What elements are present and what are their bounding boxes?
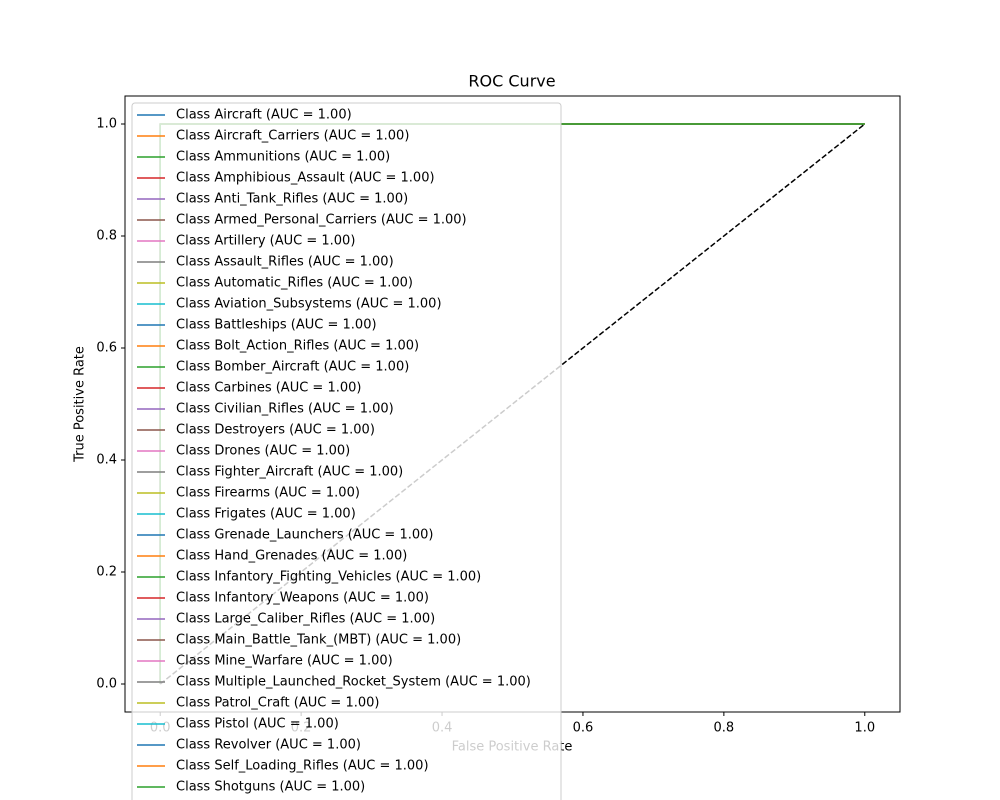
legend-label: Class Revolver (AUC = 1.00) bbox=[176, 738, 361, 753]
legend-label: Class Amphibious_Assault (AUC = 1.00) bbox=[176, 171, 435, 186]
legend-label: Class Fighter_Aircraft (AUC = 1.00) bbox=[176, 465, 403, 480]
y-tick-label: 0.0 bbox=[96, 677, 117, 692]
legend-label: Class Carbines (AUC = 1.00) bbox=[176, 381, 361, 396]
legend-label: Class Firearms (AUC = 1.00) bbox=[176, 486, 360, 501]
legend-label: Class Destroyers (AUC = 1.00) bbox=[176, 423, 375, 438]
legend-label: Class Shotguns (AUC = 1.00) bbox=[176, 780, 365, 795]
legend-label: Class Infantory_Fighting_Vehicles (AUC =… bbox=[176, 570, 481, 585]
x-tick-label: 1.0 bbox=[854, 721, 875, 736]
y-tick-label: 1.0 bbox=[96, 117, 117, 132]
legend-label: Class Aircraft (AUC = 1.00) bbox=[176, 108, 352, 123]
legend-label: Class Grenade_Launchers (AUC = 1.00) bbox=[176, 528, 433, 543]
legend-label: Class Aircraft_Carriers (AUC = 1.00) bbox=[176, 129, 409, 144]
y-tick-label: 0.8 bbox=[96, 229, 117, 244]
legend-label: Class Pistol (AUC = 1.00) bbox=[176, 717, 339, 732]
legend-label: Class Anti_Tank_Rifles (AUC = 1.00) bbox=[176, 192, 408, 207]
x-tick-label: 0.6 bbox=[573, 721, 594, 736]
legend-label: Class Infantory_Weapons (AUC = 1.00) bbox=[176, 591, 429, 606]
legend-label: Class Armed_Personal_Carriers (AUC = 1.0… bbox=[176, 213, 467, 228]
y-tick-label: 0.2 bbox=[96, 565, 117, 580]
legend-label: Class Hand_Grenades (AUC = 1.00) bbox=[176, 549, 407, 564]
legend-label: Class Main_Battle_Tank_(MBT) (AUC = 1.00… bbox=[176, 633, 461, 648]
legend-label: Class Aviation_Subsystems (AUC = 1.00) bbox=[176, 297, 442, 312]
legend-label: Class Frigates (AUC = 1.00) bbox=[176, 507, 356, 522]
y-axis-label: True Positive Rate bbox=[73, 346, 88, 463]
y-tick-label: 0.6 bbox=[96, 341, 117, 356]
legend-box bbox=[131, 102, 562, 800]
y-tick-label: 0.4 bbox=[96, 453, 117, 468]
legend-label: Class Battleships (AUC = 1.00) bbox=[176, 318, 377, 333]
legend-label: Class Civilian_Rifles (AUC = 1.00) bbox=[176, 402, 394, 417]
legend-label: Class Bolt_Action_Rifles (AUC = 1.00) bbox=[176, 339, 419, 354]
legend-label: Class Large_Caliber_Rifles (AUC = 1.00) bbox=[176, 612, 435, 627]
legend-label: Class Multiple_Launched_Rocket_System (A… bbox=[176, 675, 531, 690]
legend-label: Class Self_Loading_Rifles (AUC = 1.00) bbox=[176, 759, 429, 774]
x-tick-label: 0.8 bbox=[714, 721, 735, 736]
legend-label: Class Ammunitions (AUC = 1.00) bbox=[176, 150, 390, 165]
legend-label: Class Drones (AUC = 1.00) bbox=[176, 444, 350, 459]
legend-label: Class Mine_Warfare (AUC = 1.00) bbox=[176, 654, 393, 669]
legend-label: Class Patrol_Craft (AUC = 1.00) bbox=[176, 696, 379, 711]
legend-label: Class Assault_Rifles (AUC = 1.00) bbox=[176, 255, 394, 270]
legend-label: Class Bomber_Aircraft (AUC = 1.00) bbox=[176, 360, 409, 375]
legend-label: Class Automatic_Rifles (AUC = 1.00) bbox=[176, 276, 413, 291]
chart-title: ROC Curve bbox=[468, 72, 555, 91]
legend-label: Class Artillery (AUC = 1.00) bbox=[176, 234, 355, 249]
